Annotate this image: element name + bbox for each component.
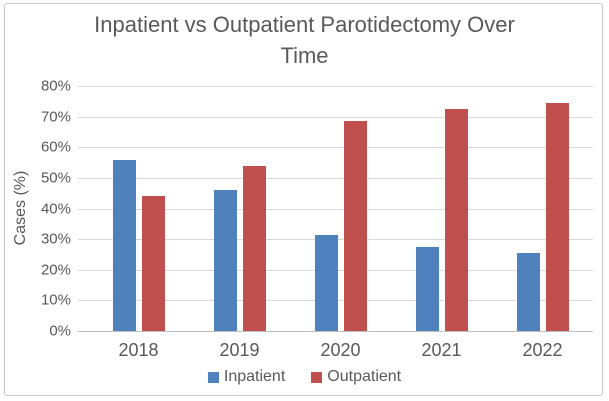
y-tick-label: 40% <box>40 200 71 217</box>
x-tick-label: 2022 <box>522 340 563 360</box>
x-tick-label: 2018 <box>118 340 159 360</box>
bar-outpatient-2019 <box>242 165 266 331</box>
legend-label: Inpatient <box>223 368 286 385</box>
bar-inpatient-2020 <box>314 234 338 331</box>
y-tick-label: 80% <box>40 77 71 95</box>
bar-outpatient-2020 <box>343 121 367 331</box>
y-tick-label: 20% <box>40 261 71 279</box>
bar-outpatient-2021 <box>444 108 468 331</box>
legend-item-outpatient: Outpatient <box>311 368 401 386</box>
y-tick-label: 10% <box>40 291 71 309</box>
y-tick-label: 50% <box>40 169 71 187</box>
x-axis-labels: 2018 2019 2020 2021 2022 <box>78 340 593 364</box>
gridline <box>78 116 593 118</box>
y-axis-labels: 0% 10% 20% 30% 40% 50% 60% 70% 80% <box>0 78 71 340</box>
y-tick-label: 30% <box>40 230 71 248</box>
bar-inpatient-2018 <box>112 159 136 331</box>
x-tick-label: 2021 <box>421 340 462 360</box>
gridline <box>78 86 593 87</box>
y-tick-label: 60% <box>40 138 71 156</box>
y-tick-label: 0% <box>49 322 71 340</box>
gridline <box>78 208 593 210</box>
chart-frame <box>4 3 603 396</box>
legend-swatch-outpatient <box>311 371 323 383</box>
bar-inpatient-2022 <box>516 252 540 331</box>
chart-title: Inpatient vs Outpatient Parotidectomy Ov… <box>94 12 515 69</box>
legend: Inpatient Outpatient <box>0 368 609 386</box>
legend-item-inpatient: Inpatient <box>207 368 286 386</box>
bar-inpatient-2021 <box>415 246 439 331</box>
x-tick-label: 2020 <box>320 340 361 360</box>
y-tick-label: 70% <box>40 108 71 126</box>
plot-area <box>78 86 593 332</box>
gridline <box>78 147 593 149</box>
x-tick-label: 2019 <box>219 340 260 360</box>
bar-inpatient-2019 <box>213 190 237 331</box>
bar-outpatient-2018 <box>141 196 165 331</box>
bar-outpatient-2022 <box>545 102 569 331</box>
gridline <box>78 177 593 179</box>
legend-label: Outpatient <box>327 368 402 385</box>
legend-swatch-inpatient <box>207 371 219 383</box>
